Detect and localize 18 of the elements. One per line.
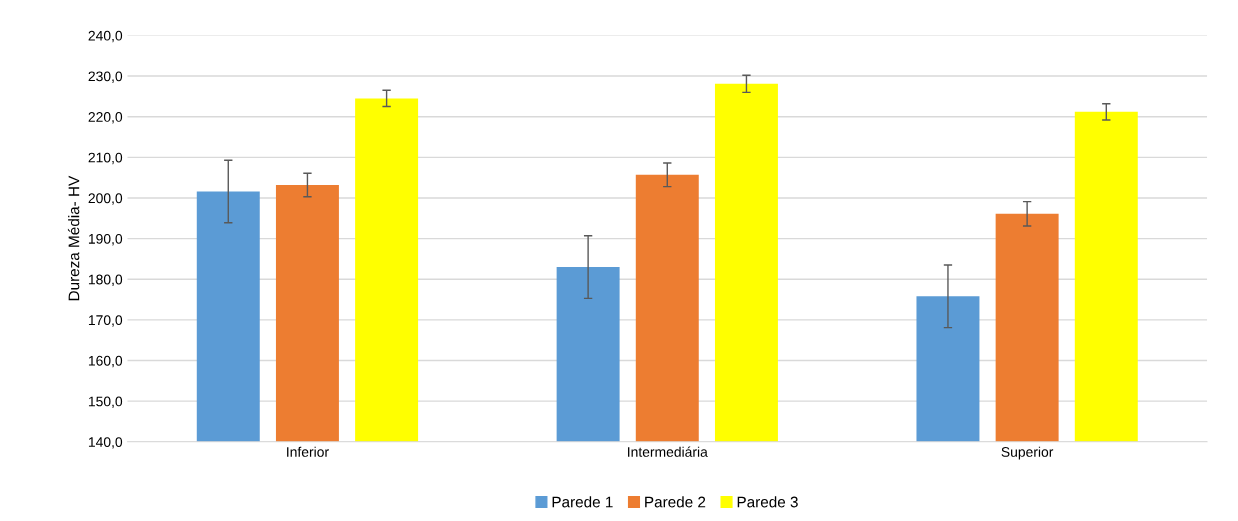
x-tick-label: Superior [1001, 446, 1054, 460]
y-tick-label: 220,0 [88, 112, 123, 124]
legend-label: Parede 3 [737, 496, 798, 508]
y-tick-label: 240,0 [88, 30, 123, 43]
y-tick-label: 230,0 [88, 71, 123, 83]
y-tick-label: 150,0 [88, 396, 123, 408]
x-tick-label: Inferior [287, 446, 329, 457]
legend-label: Parede 2 [645, 496, 706, 508]
y-tick-label: 140,0 [88, 437, 123, 449]
y-axis-title: Dureza Média- HV [67, 175, 80, 301]
y-tick-label: 210,0 [88, 152, 123, 165]
legend-label: Parede 1 [552, 496, 613, 508]
y-tick-label: 180,0 [88, 274, 123, 287]
y-tick-label: 160,0 [88, 355, 123, 368]
y-tick-label: 170,0 [88, 315, 123, 327]
y-tick-label: 200,0 [88, 193, 123, 205]
y-tick-label: 190,0 [88, 233, 123, 246]
x-tick-label: Intermediária [628, 446, 708, 457]
